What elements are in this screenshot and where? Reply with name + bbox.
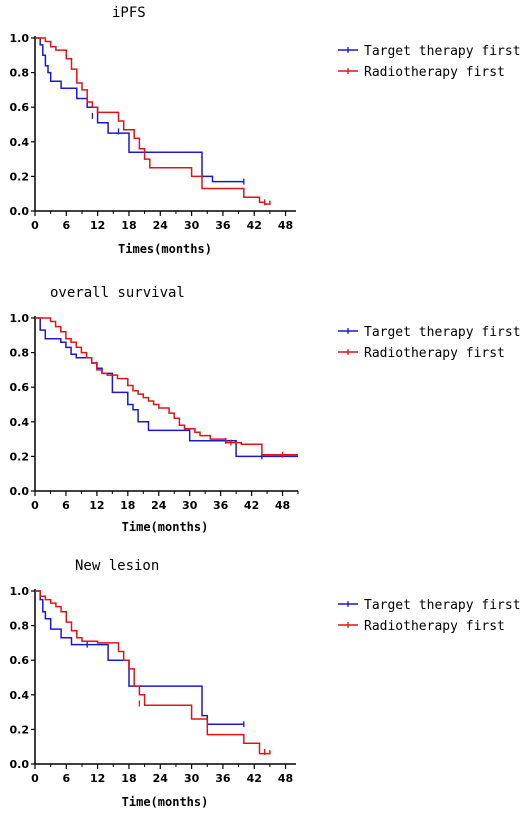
x-tick-label: 12 (89, 499, 104, 512)
chart-panel-2: overall survival 0.0 0.2 0.4 0.6 0.8 1.0 0 6 12 18… (10, 285, 521, 534)
x-tick-label: 12 (90, 219, 105, 232)
chart-panel-1: iPFS 0.0 0.2 0.4 0.6 0.8 1.0 0 6 12 18 24 30 36 42 48 Ti… (10, 5, 521, 256)
series-line-radiotherapy-first (35, 590, 271, 755)
y-tick-label: 0.2 (10, 723, 30, 736)
x-tick-label: 36 (215, 772, 231, 785)
y-tick-label: 0.4 (10, 416, 30, 429)
x-tick-label: 42 (244, 499, 259, 512)
series-line-target-therapy-first (35, 37, 244, 183)
x-tick-label: 30 (184, 219, 200, 232)
y-tick-label: 1.0 (10, 585, 30, 598)
x-tick-label: 42 (247, 219, 262, 232)
x-axis-label: Time(months) (122, 795, 209, 809)
y-tick-label: 1.0 (10, 312, 30, 325)
series-line-radiotherapy-first (35, 37, 271, 205)
x-tick-label: 48 (275, 499, 290, 512)
x-tick-label: 24 (153, 219, 169, 232)
x-tick-label: 6 (62, 219, 70, 232)
x-tick-label: 42 (247, 772, 262, 785)
x-tick-label: 36 (215, 219, 231, 232)
series-line-target-therapy-first (35, 590, 244, 725)
y-tick-label: 0.6 (10, 101, 30, 114)
y-tick-label: 0.2 (10, 450, 30, 463)
x-axis-label: Times(months) (118, 242, 212, 256)
y-tick-label: 0.4 (10, 136, 30, 149)
series-line-radiotherapy-first (35, 317, 298, 456)
x-tick-label: 6 (62, 772, 70, 785)
series-line-target-therapy-first (35, 317, 298, 458)
x-tick-label: 30 (184, 772, 200, 785)
x-tick-label: 48 (278, 772, 293, 785)
y-tick-label: 0.8 (10, 67, 30, 80)
x-tick-label: 18 (121, 772, 136, 785)
y-tick-label: 0.6 (10, 654, 30, 667)
x-tick-label: 0 (31, 219, 39, 232)
y-tick-label: 1.0 (10, 32, 30, 45)
x-tick-label: 0 (31, 772, 39, 785)
legend-label: Target therapy first (364, 44, 521, 59)
y-tick-label: 0.2 (10, 170, 30, 183)
x-tick-label: 18 (120, 499, 135, 512)
y-tick-label: 0.0 (10, 205, 30, 218)
y-tick-label: 0.0 (10, 485, 30, 498)
y-tick-label: 0.8 (10, 347, 30, 360)
legend-label: Radiotherapy first (364, 65, 505, 80)
x-tick-label: 24 (151, 499, 167, 512)
x-tick-label: 12 (90, 772, 105, 785)
legend-label: Target therapy first (364, 325, 521, 340)
chart-title: iPFS (112, 5, 146, 21)
y-tick-label: 0.6 (10, 381, 30, 394)
x-tick-label: 6 (62, 499, 70, 512)
x-tick-label: 30 (182, 499, 198, 512)
x-tick-label: 0 (31, 499, 39, 512)
chart-title: overall survival (50, 285, 185, 301)
legend-label: Radiotherapy first (364, 346, 505, 361)
x-tick-label: 48 (278, 219, 293, 232)
chart-title: New lesion (75, 558, 159, 574)
x-tick-label: 24 (153, 772, 169, 785)
legend-label: Radiotherapy first (364, 619, 505, 634)
x-axis-label: Time(months) (122, 520, 209, 534)
x-tick-label: 36 (213, 499, 229, 512)
y-tick-label: 0.4 (10, 689, 30, 702)
legend-label: Target therapy first (364, 598, 521, 613)
y-tick-label: 0.8 (10, 620, 30, 633)
chart-panel-3: New lesion 0.0 0.2 0.4 0.6 0.8 1.0 0 6 12 18 24 30 36… (10, 558, 521, 809)
x-tick-label: 18 (121, 219, 136, 232)
y-tick-label: 0.0 (10, 758, 30, 771)
